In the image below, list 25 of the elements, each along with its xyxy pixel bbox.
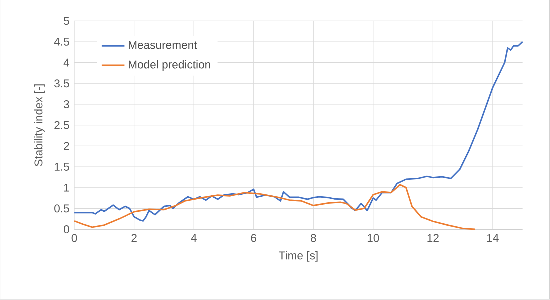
x-tick-label: 4 [191, 234, 197, 242]
x-tick-label: 10 [368, 234, 380, 242]
x-tick-label: 14 [488, 234, 499, 242]
y-tick-label: 1.5 [54, 163, 70, 171]
x-tick-label: 0 [72, 234, 78, 242]
y-tick-label: 0.5 [54, 204, 70, 213]
line-series [74, 184, 476, 230]
y-tick-label: 0 [64, 226, 70, 234]
y-tick-label: 3 [64, 100, 70, 109]
y-tick-label: 3.5 [54, 80, 70, 88]
y-tick-label: 1 [64, 184, 70, 192]
x-tick-label: 2 [132, 234, 137, 242]
x-tick-label: 8 [310, 234, 316, 242]
y-tick-label: 2 [64, 142, 70, 150]
legend-label: Model prediction [129, 60, 210, 71]
y-tick-label: 4 [64, 58, 70, 67]
legend-label: Measurement [129, 41, 198, 50]
y-tick-label: 4.5 [54, 38, 70, 46]
x-tick-label: 12 [428, 234, 439, 242]
y-tick-label: 5 [64, 17, 70, 26]
line-series [74, 41, 524, 222]
x-tick-label: 6 [251, 234, 257, 242]
x-axis-title: Time [s] [279, 251, 318, 262]
y-axis-title: Stability index [-] [34, 84, 45, 166]
y-tick-label: 2.5 [54, 121, 70, 130]
